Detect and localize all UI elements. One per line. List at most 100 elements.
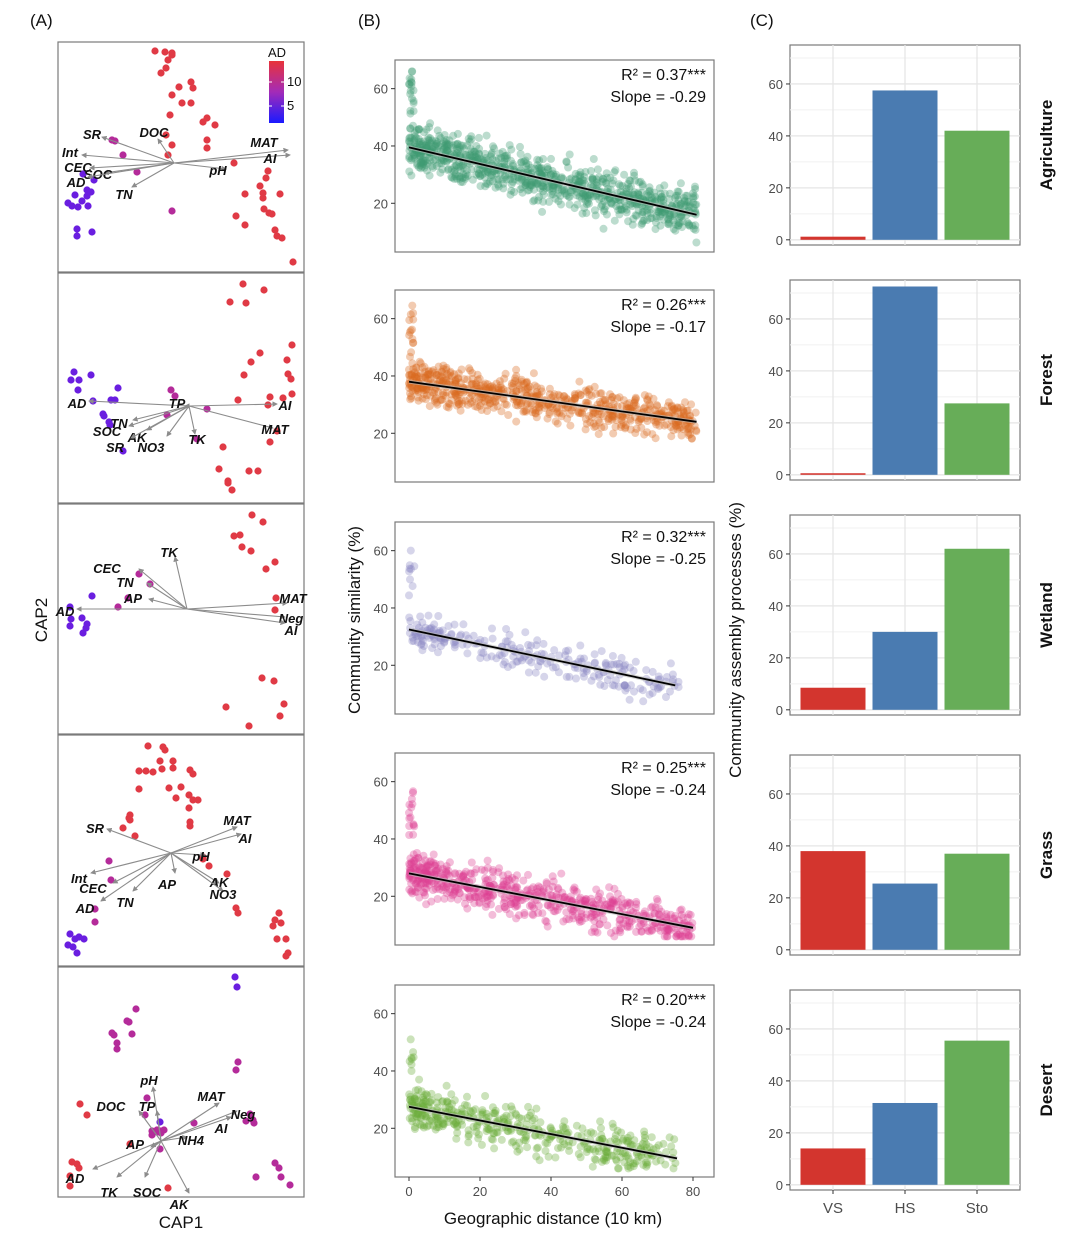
pair-point: [638, 180, 647, 189]
bar-hs: [872, 286, 938, 475]
pair-point: [521, 177, 530, 185]
y-tick-label: 20: [374, 196, 388, 211]
pair-point: [418, 140, 427, 148]
pair-point: [648, 667, 657, 676]
sample-point: [247, 358, 255, 366]
pair-point: [660, 208, 669, 217]
pair-point: [421, 141, 430, 150]
pair-point: [424, 611, 433, 620]
pair-point: [637, 220, 646, 229]
pair-point: [578, 175, 587, 184]
sample-point: [161, 48, 169, 56]
sample-point: [66, 603, 74, 611]
pair-point: [475, 144, 484, 153]
pair-point: [443, 141, 452, 150]
pair-point: [414, 396, 423, 405]
pair-point: [677, 932, 686, 941]
pair-point: [452, 161, 460, 170]
pair-point: [597, 202, 606, 211]
pair-point: [576, 172, 584, 181]
y-tick-label: 20: [374, 426, 388, 441]
pair-point: [640, 1137, 649, 1146]
pair-point: [565, 193, 574, 201]
pair-point: [540, 168, 549, 177]
pair-point: [615, 210, 624, 219]
pair-point: [685, 221, 694, 230]
pair-point: [428, 163, 437, 172]
pair-point: [574, 171, 583, 180]
pair-point: [565, 150, 574, 159]
env-vector-label: NO3: [138, 440, 166, 455]
sample-point: [66, 1182, 74, 1190]
sample-point: [74, 386, 82, 394]
pair-point: [673, 187, 682, 196]
pair-point: [530, 178, 539, 187]
sample-point: [271, 1159, 279, 1167]
y-tick-label: 60: [769, 1022, 783, 1037]
env-vector-label: MAT: [223, 813, 251, 828]
sample-point: [164, 56, 172, 64]
pair-point: [639, 697, 648, 706]
pair-point: [435, 131, 444, 140]
pair-point: [606, 892, 614, 901]
sample-point: [254, 467, 262, 475]
pair-point: [620, 681, 629, 690]
pair-point: [541, 916, 550, 925]
pair-point: [608, 179, 617, 188]
pair-point: [665, 211, 674, 220]
pair-point: [456, 145, 465, 154]
pair-point: [657, 192, 666, 201]
pair-point: [634, 190, 643, 199]
pair-point: [468, 876, 477, 884]
env-vector-label: TP: [139, 1099, 156, 1114]
pair-point: [560, 187, 569, 196]
pair-point: [625, 695, 634, 704]
pair-point: [624, 217, 633, 226]
pair-point: [643, 216, 652, 225]
pair-point: [433, 400, 442, 409]
pair-point: [494, 154, 503, 163]
sample-point: [165, 784, 173, 792]
pair-point: [691, 200, 700, 209]
pair-point: [412, 133, 421, 142]
sample-point: [162, 64, 170, 72]
pair-point: [423, 166, 431, 175]
pair-point: [414, 1085, 423, 1094]
pair-point: [602, 1147, 611, 1156]
pair-point: [557, 869, 566, 878]
pair-point: [536, 164, 545, 173]
pair-point: [614, 1164, 622, 1173]
y-tick-label: 40: [769, 364, 783, 379]
pair-point: [559, 893, 568, 902]
pair-point: [469, 1106, 478, 1115]
pair-point: [436, 168, 445, 177]
pair-point: [545, 197, 553, 206]
bar-hs: [872, 631, 938, 710]
pair-point: [675, 214, 684, 222]
env-vector-label: pH: [208, 163, 227, 178]
pair-point: [617, 205, 626, 214]
pair-point: [494, 180, 502, 189]
pair-point: [421, 161, 430, 170]
pair-point: [462, 150, 471, 159]
pair-point: [623, 1133, 632, 1142]
assembly-bars-desert: 0 20 40 60 Desert VS HS Sto: [769, 989, 1056, 1217]
sample-point: [88, 592, 96, 600]
pair-point: [535, 156, 544, 165]
pair-point: [409, 309, 418, 318]
pair-point: [483, 167, 492, 176]
pair-point: [484, 168, 493, 177]
pair-point: [647, 214, 656, 223]
pair-point: [458, 141, 467, 150]
pair-point: [676, 212, 685, 221]
pair-point: [481, 166, 490, 175]
sample-point: [71, 191, 79, 199]
pair-point: [529, 405, 538, 414]
x-tick-label: 20: [473, 1184, 487, 1199]
pair-point: [677, 431, 686, 440]
pair-point: [508, 161, 517, 170]
pair-point: [632, 927, 641, 936]
y-tick-label: 60: [374, 1007, 388, 1022]
pair-point: [418, 141, 427, 150]
pair-point: [539, 182, 548, 191]
